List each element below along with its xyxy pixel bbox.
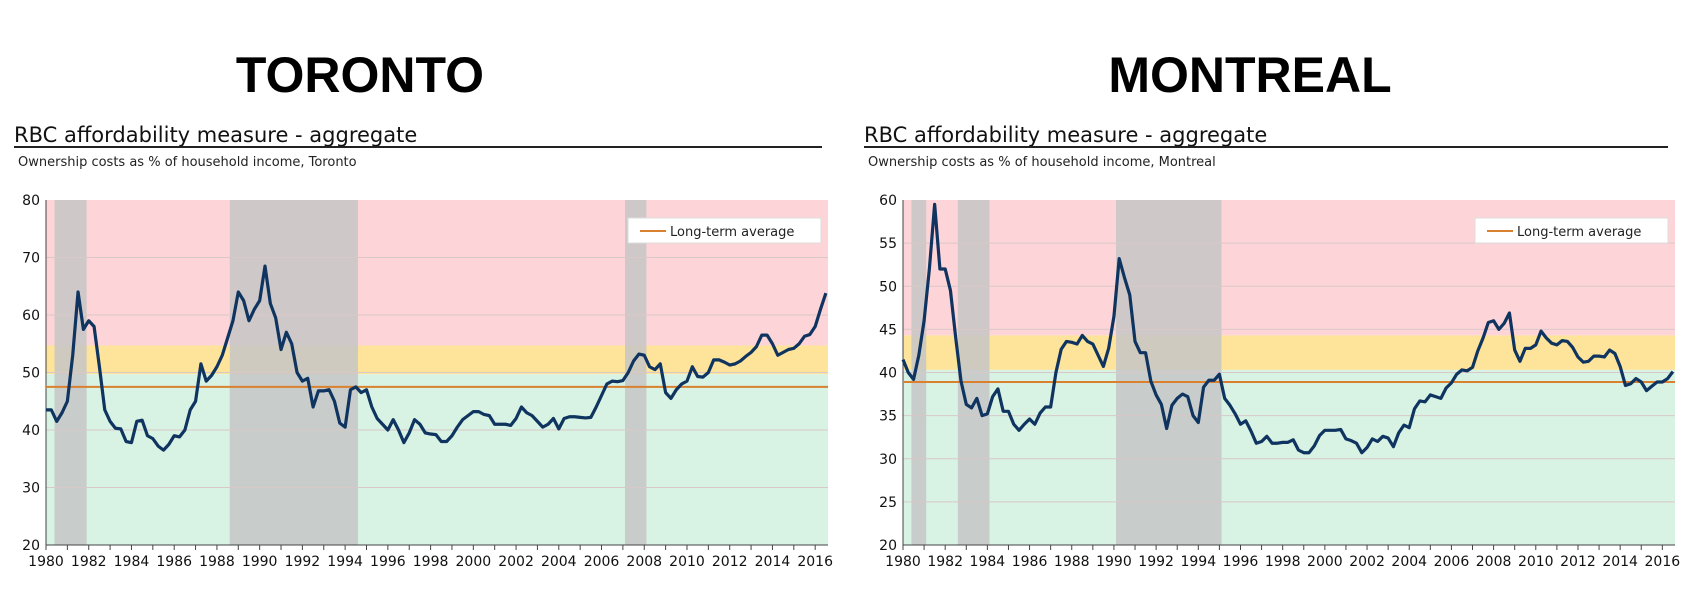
series-line xyxy=(901,202,1675,455)
zone-yellow xyxy=(46,345,828,375)
x-tick-label: 2014 xyxy=(755,554,791,570)
chart-title: RBC affordability measure - aggregate xyxy=(14,123,417,147)
y-tick-label: 50 xyxy=(879,279,897,295)
x-tick-label: 2006 xyxy=(1434,554,1470,570)
series-line xyxy=(46,264,828,452)
x-tick-label: 1994 xyxy=(327,554,363,570)
y-tick-label: 40 xyxy=(22,423,40,439)
x-tick-label: 1998 xyxy=(1265,554,1301,570)
x-tick-label: 1986 xyxy=(1012,554,1048,570)
x-tick-label: 2010 xyxy=(1518,554,1554,570)
x-tick-label: 2006 xyxy=(584,554,620,570)
y-tick-label: 80 xyxy=(22,193,40,209)
legend: Long-term average xyxy=(627,217,822,244)
y-tick-label: 30 xyxy=(22,481,40,497)
x-tick-label: 2002 xyxy=(1349,554,1385,570)
x-tick-label: 1980 xyxy=(885,554,921,570)
chart-toronto: TORONTO RBC affordability measure - aggre… xyxy=(14,47,833,570)
y-tick-label: 35 xyxy=(879,409,897,425)
chart-montreal: MONTREAL RBC affordability measure - aggr… xyxy=(864,47,1680,570)
x-tick-label: 2000 xyxy=(456,554,492,570)
x-tick-label: 1988 xyxy=(199,554,235,570)
x-tick-label: 1996 xyxy=(370,554,406,570)
y-tick-label: 55 xyxy=(879,236,897,252)
x-tick-label: 1990 xyxy=(1096,554,1132,570)
x-tick-label: 2010 xyxy=(669,554,705,570)
legend-label: Long-term average xyxy=(670,225,794,240)
x-tick-label: 1984 xyxy=(970,554,1006,570)
x-tick-label: 2012 xyxy=(712,554,748,570)
x-tick-label: 1992 xyxy=(285,554,321,570)
zone-green xyxy=(46,374,828,545)
x-tick-label: 2008 xyxy=(1476,554,1512,570)
y-tick-label: 60 xyxy=(879,193,897,209)
x-tick-label: 1988 xyxy=(1054,554,1090,570)
x-tick-label: 1982 xyxy=(927,554,963,570)
x-tick-label: 2004 xyxy=(541,554,577,570)
y-tick-label: 30 xyxy=(879,452,897,468)
x-tick-label: 1990 xyxy=(242,554,278,570)
x-tick-label: 1986 xyxy=(156,554,192,570)
legend: Long-term average xyxy=(1474,217,1669,244)
x-tick-label: 2012 xyxy=(1560,554,1596,570)
chart-title: RBC affordability measure - aggregate xyxy=(864,123,1267,147)
x-tick-label: 2008 xyxy=(626,554,662,570)
x-tick-label: 1998 xyxy=(413,554,449,570)
y-tick-label: 40 xyxy=(879,366,897,382)
zone-yellow xyxy=(903,335,1675,370)
x-tick-label: 1996 xyxy=(1223,554,1259,570)
legend-box xyxy=(1474,217,1669,244)
chart-subtitle: Ownership costs as % of household income… xyxy=(868,155,1216,170)
y-tick-label: 60 xyxy=(22,308,40,324)
x-tick-label: 1980 xyxy=(28,554,64,570)
x-tick-label: 2000 xyxy=(1307,554,1343,570)
x-tick-label: 2004 xyxy=(1391,554,1427,570)
y-tick-label: 20 xyxy=(22,538,40,554)
zone-green xyxy=(903,369,1675,545)
y-tick-label: 50 xyxy=(22,366,40,382)
city-heading: TORONTO xyxy=(236,47,484,103)
x-tick-label: 1992 xyxy=(1138,554,1174,570)
legend-label: Long-term average xyxy=(1517,225,1641,240)
y-tick-label: 20 xyxy=(879,538,897,554)
chart-subtitle: Ownership costs as % of household income… xyxy=(18,155,357,170)
y-tick-label: 70 xyxy=(22,251,40,267)
x-tick-label: 2016 xyxy=(797,554,833,570)
y-tick-label: 25 xyxy=(879,495,897,511)
x-tick-label: 2014 xyxy=(1602,554,1638,570)
x-tick-label: 1984 xyxy=(114,554,150,570)
x-tick-label: 1994 xyxy=(1180,554,1216,570)
y-tick-label: 45 xyxy=(879,322,897,338)
x-tick-label: 2002 xyxy=(498,554,534,570)
x-tick-label: 1982 xyxy=(71,554,107,570)
x-tick-label: 2016 xyxy=(1645,554,1681,570)
city-heading: MONTREAL xyxy=(1108,47,1391,103)
